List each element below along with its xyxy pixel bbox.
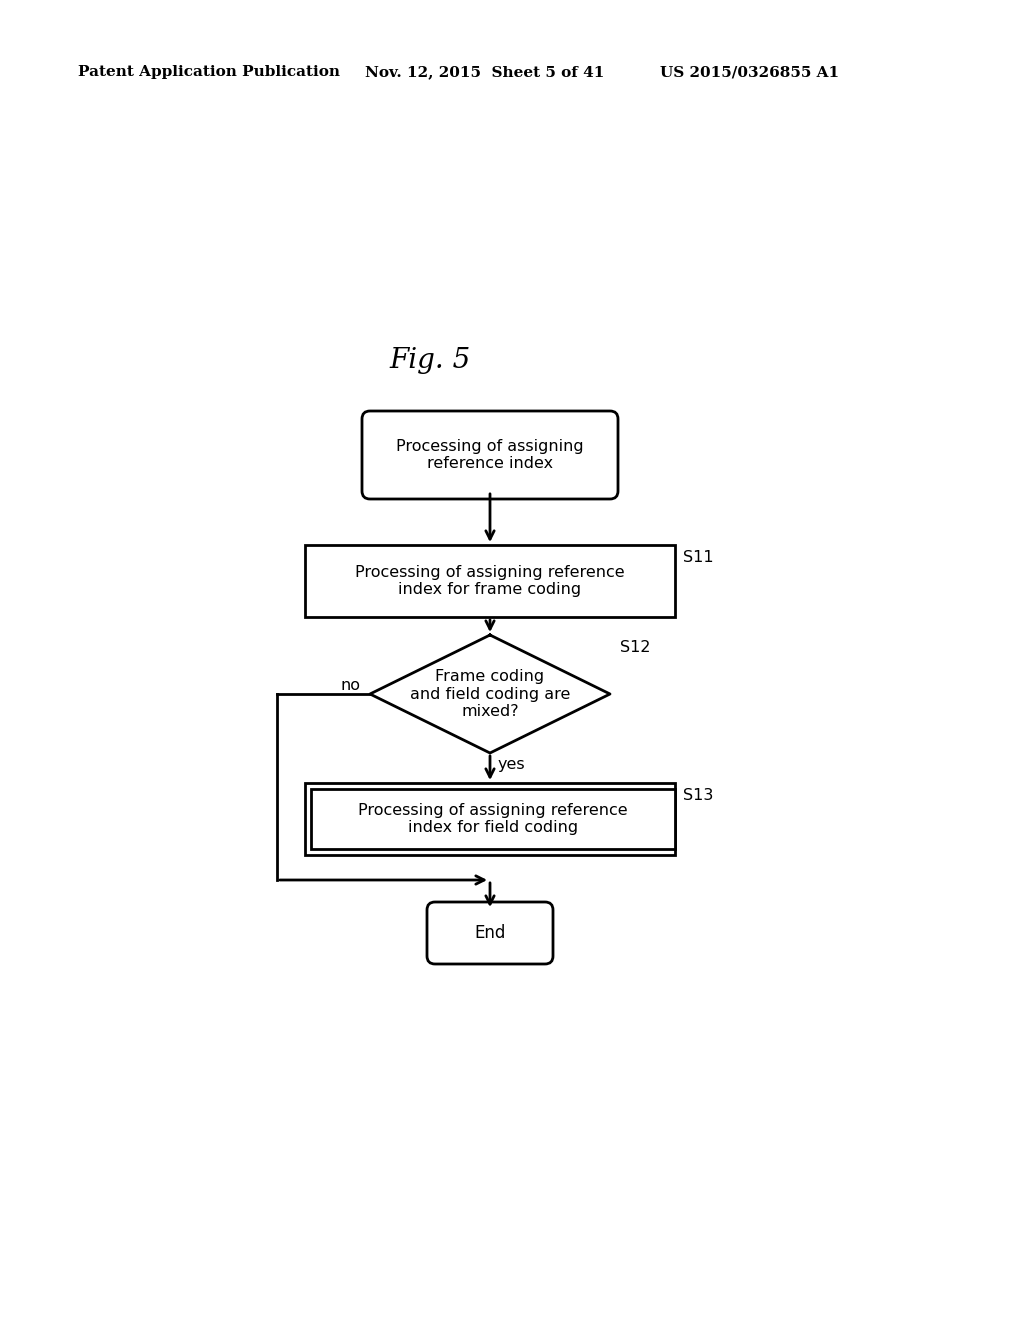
Bar (305, 783, 675, 855)
Text: S13: S13 (683, 788, 714, 803)
Text: no: no (340, 678, 360, 693)
Text: Processing of assigning
reference index: Processing of assigning reference index (396, 438, 584, 471)
Text: S12: S12 (620, 640, 650, 655)
Text: Nov. 12, 2015  Sheet 5 of 41: Nov. 12, 2015 Sheet 5 of 41 (365, 65, 604, 79)
Text: yes: yes (498, 756, 525, 772)
Bar (305, 545, 675, 616)
Text: Processing of assigning reference
index for field coding: Processing of assigning reference index … (358, 803, 628, 836)
Text: S11: S11 (683, 550, 714, 565)
Text: Processing of assigning reference
index for frame coding: Processing of assigning reference index … (355, 565, 625, 597)
Text: End: End (474, 924, 506, 942)
Text: Patent Application Publication: Patent Application Publication (78, 65, 340, 79)
FancyBboxPatch shape (427, 902, 553, 964)
Bar (311, 789, 675, 849)
FancyBboxPatch shape (362, 411, 618, 499)
Text: US 2015/0326855 A1: US 2015/0326855 A1 (660, 65, 839, 79)
Text: Fig. 5: Fig. 5 (389, 346, 471, 374)
Text: Frame coding
and field coding are
mixed?: Frame coding and field coding are mixed? (410, 669, 570, 719)
